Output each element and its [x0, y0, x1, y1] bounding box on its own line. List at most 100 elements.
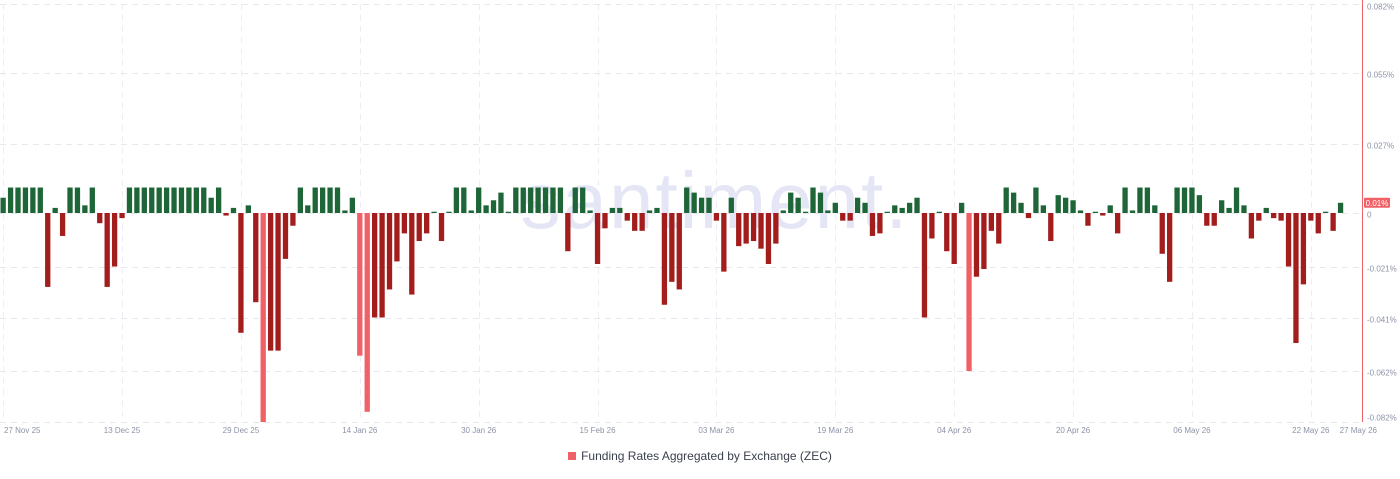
x-tick-label: 27 Nov 25 [4, 426, 41, 435]
bar [840, 213, 846, 221]
bar [743, 213, 749, 244]
x-tick-label: 30 Jan 26 [461, 426, 497, 435]
bar [1219, 200, 1225, 213]
bar [163, 187, 170, 213]
bar [1211, 213, 1217, 226]
bar [1167, 213, 1173, 282]
bar [1189, 187, 1195, 213]
bar [156, 187, 162, 213]
x-tick-label: 06 May 26 [1173, 426, 1211, 435]
x-tick-label: 27 May 26 [1340, 426, 1378, 435]
bar [1315, 213, 1321, 234]
bar [15, 187, 21, 213]
chart-legend[interactable]: Funding Rates Aggregated by Exchange (ZE… [0, 449, 1400, 463]
bar [587, 210, 593, 213]
y-tick-label: 0 [1367, 211, 1372, 220]
bar [74, 187, 81, 213]
bar [557, 187, 564, 213]
bar [929, 213, 935, 239]
bar [1308, 213, 1314, 221]
bar [89, 187, 95, 213]
bar [1055, 195, 1061, 213]
bar [1085, 213, 1091, 226]
bar [669, 213, 675, 282]
x-tick-label: 22 May 26 [1292, 426, 1330, 435]
bar [684, 187, 690, 213]
bar [676, 213, 682, 290]
legend-label: Funding Rates Aggregated by Exchange (ZE… [581, 449, 832, 463]
bar [490, 200, 497, 213]
bar [1263, 207, 1269, 213]
bar [1048, 213, 1054, 242]
bar [1115, 213, 1121, 234]
bar [468, 210, 474, 213]
bar [996, 213, 1002, 244]
bar [550, 187, 556, 213]
y-tick-label: 0.055% [1367, 71, 1394, 80]
bar [617, 207, 623, 213]
bar [936, 211, 942, 213]
bar [446, 211, 452, 213]
bar [958, 202, 965, 213]
bar [877, 213, 883, 234]
bar [1285, 213, 1292, 267]
bar [847, 213, 853, 221]
bar [788, 192, 794, 213]
x-tick-label: 14 Jan 26 [342, 426, 378, 435]
bar [22, 187, 29, 213]
bar [1226, 207, 1232, 213]
bar [1040, 205, 1046, 213]
x-tick-label: 20 Apr 26 [1056, 426, 1091, 435]
bar [966, 213, 972, 372]
bar [646, 210, 653, 213]
x-tick-label: 29 Dec 25 [223, 426, 260, 435]
x-tick-label: 04 Apr 26 [937, 426, 972, 435]
bar [765, 213, 772, 264]
bar [854, 197, 861, 213]
bar [1070, 200, 1076, 213]
bar [906, 202, 913, 213]
bar [476, 187, 482, 213]
bar [104, 213, 110, 287]
bar [134, 187, 140, 213]
bar [82, 205, 88, 213]
x-tick-label: 15 Feb 26 [580, 426, 617, 435]
bar [1337, 202, 1344, 213]
bar [394, 213, 400, 262]
bar [706, 197, 712, 213]
bar [899, 207, 905, 213]
bar [334, 187, 341, 213]
current-value-label: 0.01% [1366, 199, 1389, 208]
bar [461, 187, 467, 213]
bar [1196, 195, 1203, 213]
bar [884, 211, 890, 213]
bar [282, 213, 289, 259]
bar [498, 192, 504, 213]
bar [914, 197, 920, 213]
bar [357, 213, 363, 356]
bar [1152, 205, 1158, 213]
bar [1271, 213, 1277, 219]
bar [126, 187, 133, 213]
bar [193, 187, 199, 213]
bar [424, 213, 430, 234]
bar [1174, 187, 1180, 213]
bar [661, 213, 668, 305]
legend-swatch [568, 452, 577, 460]
bar [1137, 187, 1143, 213]
bar [1033, 187, 1039, 213]
bar [691, 192, 697, 213]
bar [186, 187, 192, 213]
bar [802, 211, 809, 213]
y-tick-label: -0.041% [1367, 316, 1397, 325]
bar [542, 187, 549, 213]
bar [565, 213, 571, 252]
bar [862, 202, 868, 213]
bar [401, 213, 408, 234]
bar [30, 187, 36, 213]
bar [97, 213, 103, 224]
bar [1100, 213, 1106, 216]
bar [825, 210, 831, 213]
